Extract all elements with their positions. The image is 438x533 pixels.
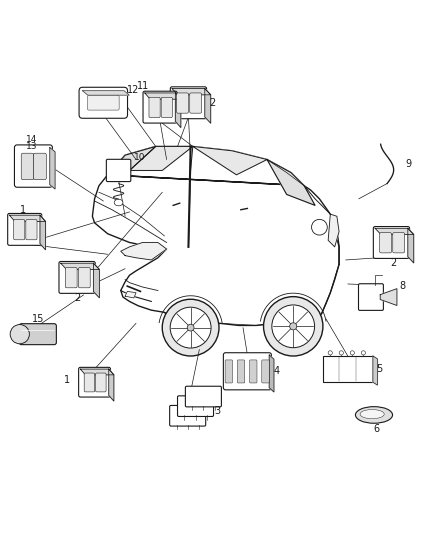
- Polygon shape: [117, 171, 125, 178]
- Polygon shape: [373, 356, 378, 385]
- Circle shape: [187, 324, 194, 331]
- Circle shape: [272, 305, 314, 348]
- Circle shape: [10, 325, 29, 344]
- FancyBboxPatch shape: [170, 87, 207, 119]
- FancyBboxPatch shape: [65, 268, 77, 288]
- FancyBboxPatch shape: [78, 268, 90, 288]
- FancyBboxPatch shape: [79, 367, 110, 397]
- Polygon shape: [205, 88, 211, 123]
- Polygon shape: [267, 159, 315, 205]
- FancyBboxPatch shape: [380, 233, 392, 253]
- FancyBboxPatch shape: [95, 373, 106, 392]
- FancyBboxPatch shape: [14, 220, 25, 240]
- FancyBboxPatch shape: [106, 159, 131, 182]
- Polygon shape: [175, 93, 181, 127]
- Text: 2: 2: [74, 293, 80, 303]
- FancyBboxPatch shape: [177, 93, 188, 113]
- FancyBboxPatch shape: [250, 360, 257, 383]
- Circle shape: [170, 307, 211, 348]
- FancyBboxPatch shape: [177, 396, 214, 416]
- Circle shape: [162, 299, 219, 356]
- FancyBboxPatch shape: [149, 98, 160, 118]
- Polygon shape: [92, 147, 339, 328]
- Text: 5: 5: [376, 364, 382, 374]
- Text: 6: 6: [373, 424, 379, 434]
- FancyBboxPatch shape: [185, 386, 221, 407]
- Polygon shape: [50, 148, 55, 189]
- Ellipse shape: [356, 407, 392, 423]
- Text: 9: 9: [406, 159, 412, 169]
- Polygon shape: [40, 215, 46, 250]
- FancyBboxPatch shape: [8, 213, 42, 245]
- Text: 15: 15: [32, 314, 44, 324]
- FancyBboxPatch shape: [262, 360, 269, 383]
- FancyBboxPatch shape: [393, 233, 405, 253]
- FancyBboxPatch shape: [190, 93, 201, 113]
- Circle shape: [339, 351, 343, 355]
- Polygon shape: [82, 91, 129, 95]
- Text: 8: 8: [399, 281, 406, 291]
- Polygon shape: [172, 88, 211, 95]
- FancyBboxPatch shape: [34, 153, 46, 180]
- Polygon shape: [328, 214, 339, 247]
- FancyBboxPatch shape: [143, 91, 177, 123]
- Circle shape: [311, 220, 327, 235]
- FancyBboxPatch shape: [84, 373, 95, 392]
- FancyBboxPatch shape: [88, 95, 119, 110]
- Circle shape: [264, 297, 323, 356]
- FancyBboxPatch shape: [225, 360, 233, 383]
- Ellipse shape: [114, 199, 123, 206]
- Ellipse shape: [360, 409, 384, 419]
- Polygon shape: [145, 93, 181, 99]
- Polygon shape: [108, 147, 155, 175]
- FancyBboxPatch shape: [170, 406, 206, 426]
- Polygon shape: [408, 228, 414, 263]
- FancyBboxPatch shape: [161, 98, 173, 118]
- Circle shape: [328, 351, 332, 355]
- Circle shape: [350, 351, 354, 355]
- Polygon shape: [125, 292, 136, 298]
- Polygon shape: [380, 289, 397, 305]
- Polygon shape: [61, 263, 99, 270]
- Text: 14: 14: [25, 135, 37, 144]
- Text: 10: 10: [134, 153, 145, 162]
- FancyBboxPatch shape: [79, 87, 127, 118]
- Text: 2: 2: [391, 259, 397, 269]
- FancyBboxPatch shape: [373, 227, 410, 259]
- Circle shape: [361, 351, 365, 355]
- Polygon shape: [375, 228, 414, 235]
- Polygon shape: [81, 369, 114, 375]
- Circle shape: [290, 323, 297, 330]
- Polygon shape: [109, 369, 114, 401]
- Text: 1: 1: [19, 205, 25, 215]
- Polygon shape: [10, 215, 46, 221]
- FancyBboxPatch shape: [19, 324, 57, 345]
- Text: 4: 4: [274, 366, 280, 376]
- Polygon shape: [269, 355, 274, 392]
- Polygon shape: [93, 263, 99, 298]
- Text: 11: 11: [137, 81, 149, 91]
- Polygon shape: [121, 243, 166, 260]
- Text: 3: 3: [215, 406, 221, 416]
- Polygon shape: [130, 147, 193, 171]
- Bar: [323, 356, 373, 382]
- FancyBboxPatch shape: [223, 353, 272, 390]
- FancyBboxPatch shape: [26, 220, 37, 240]
- Text: 13: 13: [25, 142, 37, 151]
- Polygon shape: [193, 147, 267, 175]
- FancyBboxPatch shape: [358, 284, 383, 310]
- Text: 2: 2: [209, 98, 215, 108]
- Text: 1: 1: [64, 375, 71, 385]
- FancyBboxPatch shape: [21, 153, 34, 180]
- Text: 12: 12: [127, 85, 140, 95]
- FancyBboxPatch shape: [14, 145, 53, 187]
- FancyBboxPatch shape: [59, 262, 95, 293]
- FancyBboxPatch shape: [237, 360, 245, 383]
